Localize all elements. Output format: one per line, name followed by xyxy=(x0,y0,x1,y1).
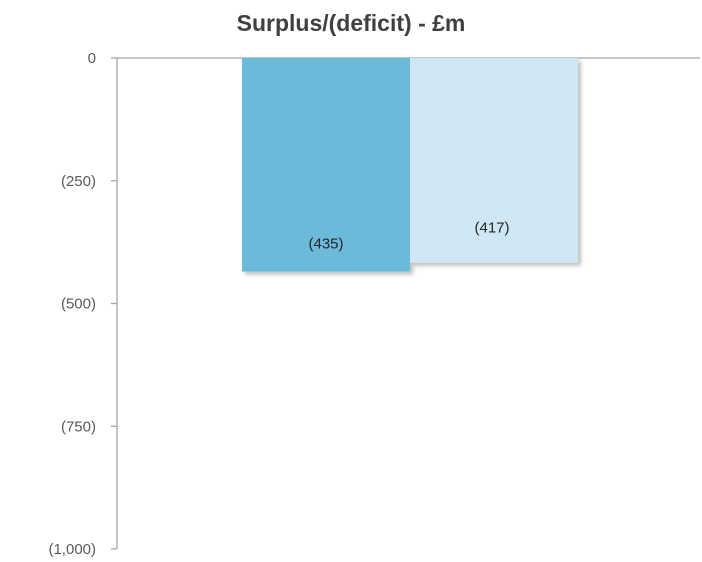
y-tick-label: 0 xyxy=(88,50,96,67)
y-tick-label: (250) xyxy=(61,173,96,190)
chart-title: Surplus/(deficit) - £m xyxy=(236,10,466,36)
bar-value-label: (435) xyxy=(308,236,343,253)
y-tick-label: (500) xyxy=(61,296,96,313)
y-tick-label: (1,000) xyxy=(48,541,96,558)
bars xyxy=(242,58,578,272)
bar-2 xyxy=(410,58,578,263)
bar-value-label: (417) xyxy=(474,220,509,237)
bar-1 xyxy=(242,58,410,272)
data-labels: (435) (417) xyxy=(308,220,509,253)
y-tick-label: (750) xyxy=(61,418,96,435)
